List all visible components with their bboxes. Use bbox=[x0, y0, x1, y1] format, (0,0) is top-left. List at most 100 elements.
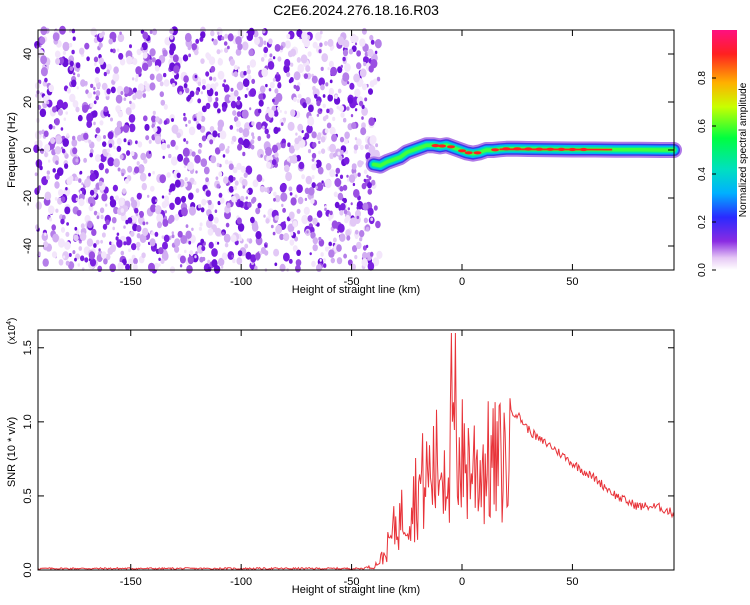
noise-speckle bbox=[338, 36, 345, 45]
noise-speckle bbox=[265, 129, 269, 135]
noise-speckle bbox=[150, 238, 156, 246]
noise-speckle bbox=[365, 144, 369, 149]
noise-speckle bbox=[137, 161, 140, 165]
noise-speckle bbox=[55, 135, 62, 144]
colorbar-tick-label: 0.0 bbox=[697, 263, 708, 277]
noise-speckle bbox=[280, 110, 282, 113]
noise-speckle bbox=[113, 185, 118, 192]
noise-speckle bbox=[46, 100, 49, 104]
noise-speckle bbox=[49, 218, 52, 222]
x-tick-label: 0 bbox=[459, 576, 465, 588]
noise-speckle bbox=[57, 99, 64, 108]
noise-speckle bbox=[142, 32, 148, 40]
noise-speckle bbox=[283, 233, 289, 241]
noise-speckle bbox=[146, 222, 148, 225]
noise-speckle bbox=[270, 82, 275, 89]
noise-speckle bbox=[255, 231, 261, 239]
noise-speckle bbox=[183, 138, 186, 142]
noise-speckle bbox=[274, 263, 277, 267]
noise-speckle bbox=[231, 234, 237, 242]
noise-speckle bbox=[298, 94, 302, 99]
noise-speckle bbox=[333, 153, 337, 158]
noise-speckle bbox=[118, 168, 121, 172]
noise-speckle bbox=[355, 108, 357, 111]
x-tick-label: -150 bbox=[120, 276, 142, 288]
noise-speckle bbox=[111, 242, 113, 245]
noise-speckle bbox=[167, 144, 170, 148]
noise-speckle bbox=[251, 139, 255, 144]
noise-speckle bbox=[214, 217, 219, 224]
noise-speckle bbox=[160, 258, 164, 264]
noise-speckle bbox=[184, 250, 187, 253]
noise-speckle bbox=[208, 214, 214, 221]
noise-speckle bbox=[286, 72, 290, 77]
noise-speckle bbox=[288, 122, 295, 131]
noise-speckle bbox=[206, 84, 211, 91]
noise-speckle bbox=[124, 138, 127, 142]
noise-speckle bbox=[92, 110, 98, 117]
noise-speckle bbox=[62, 138, 69, 147]
noise-speckle bbox=[103, 135, 106, 139]
noise-speckle bbox=[211, 259, 217, 267]
noise-speckle bbox=[373, 79, 378, 85]
noise-speckle bbox=[356, 50, 361, 56]
noise-speckle bbox=[224, 34, 228, 39]
spectrogram-x-label: Height of straight line (km) bbox=[292, 284, 420, 296]
noise-speckle bbox=[41, 67, 48, 76]
noise-speckle bbox=[55, 51, 61, 58]
noise-speckle bbox=[244, 244, 248, 249]
noise-speckle bbox=[368, 262, 375, 271]
noise-speckle bbox=[312, 76, 318, 84]
noise-speckle bbox=[216, 176, 219, 180]
noise-speckle bbox=[117, 49, 120, 52]
noise-speckle bbox=[64, 241, 71, 250]
noise-speckle bbox=[84, 178, 91, 187]
noise-speckle bbox=[183, 113, 185, 116]
noise-speckle bbox=[222, 232, 225, 236]
noise-speckle bbox=[375, 221, 381, 228]
noise-speckle bbox=[282, 208, 286, 213]
spectrogram-y-label: Frequency (Hz) bbox=[6, 112, 18, 188]
noise-speckle bbox=[137, 193, 142, 200]
noise-speckle bbox=[231, 88, 234, 92]
noise-speckle bbox=[294, 138, 299, 145]
noise-speckle bbox=[257, 136, 261, 141]
noise-speckle bbox=[180, 256, 186, 264]
noise-speckle bbox=[121, 251, 125, 256]
noise-speckle bbox=[172, 231, 174, 234]
noise-speckle bbox=[340, 203, 346, 210]
noise-speckle bbox=[121, 208, 124, 213]
noise-speckle bbox=[196, 90, 200, 95]
noise-speckle bbox=[196, 188, 200, 193]
noise-speckle bbox=[136, 242, 141, 248]
noise-speckle bbox=[79, 246, 83, 251]
noise-speckle bbox=[116, 239, 122, 248]
noise-speckle bbox=[58, 189, 63, 196]
noise-speckle bbox=[113, 158, 120, 167]
noise-speckle bbox=[79, 48, 84, 55]
noise-speckle bbox=[217, 163, 220, 167]
noise-speckle bbox=[343, 198, 347, 203]
noise-speckle bbox=[186, 224, 189, 228]
noise-speckle bbox=[118, 53, 123, 60]
noise-speckle bbox=[63, 51, 66, 55]
noise-speckle bbox=[280, 183, 287, 192]
noise-speckle bbox=[328, 242, 332, 247]
noise-speckle bbox=[40, 109, 46, 118]
noise-speckle bbox=[290, 192, 293, 196]
noise-speckle bbox=[222, 106, 226, 112]
noise-speckle bbox=[134, 166, 139, 173]
noise-speckle bbox=[129, 101, 132, 104]
chart-title: C2E6.2024.276.18.16.R03 bbox=[273, 2, 439, 18]
noise-speckle bbox=[169, 192, 171, 195]
noise-speckle bbox=[265, 84, 268, 87]
noise-speckle bbox=[243, 185, 246, 188]
noise-speckle bbox=[205, 71, 209, 76]
noise-speckle bbox=[75, 107, 79, 113]
noise-speckle bbox=[95, 77, 100, 83]
noise-speckle bbox=[269, 187, 273, 192]
noise-speckle bbox=[99, 42, 103, 48]
noise-speckle bbox=[149, 140, 152, 144]
noise-speckle bbox=[163, 73, 166, 77]
